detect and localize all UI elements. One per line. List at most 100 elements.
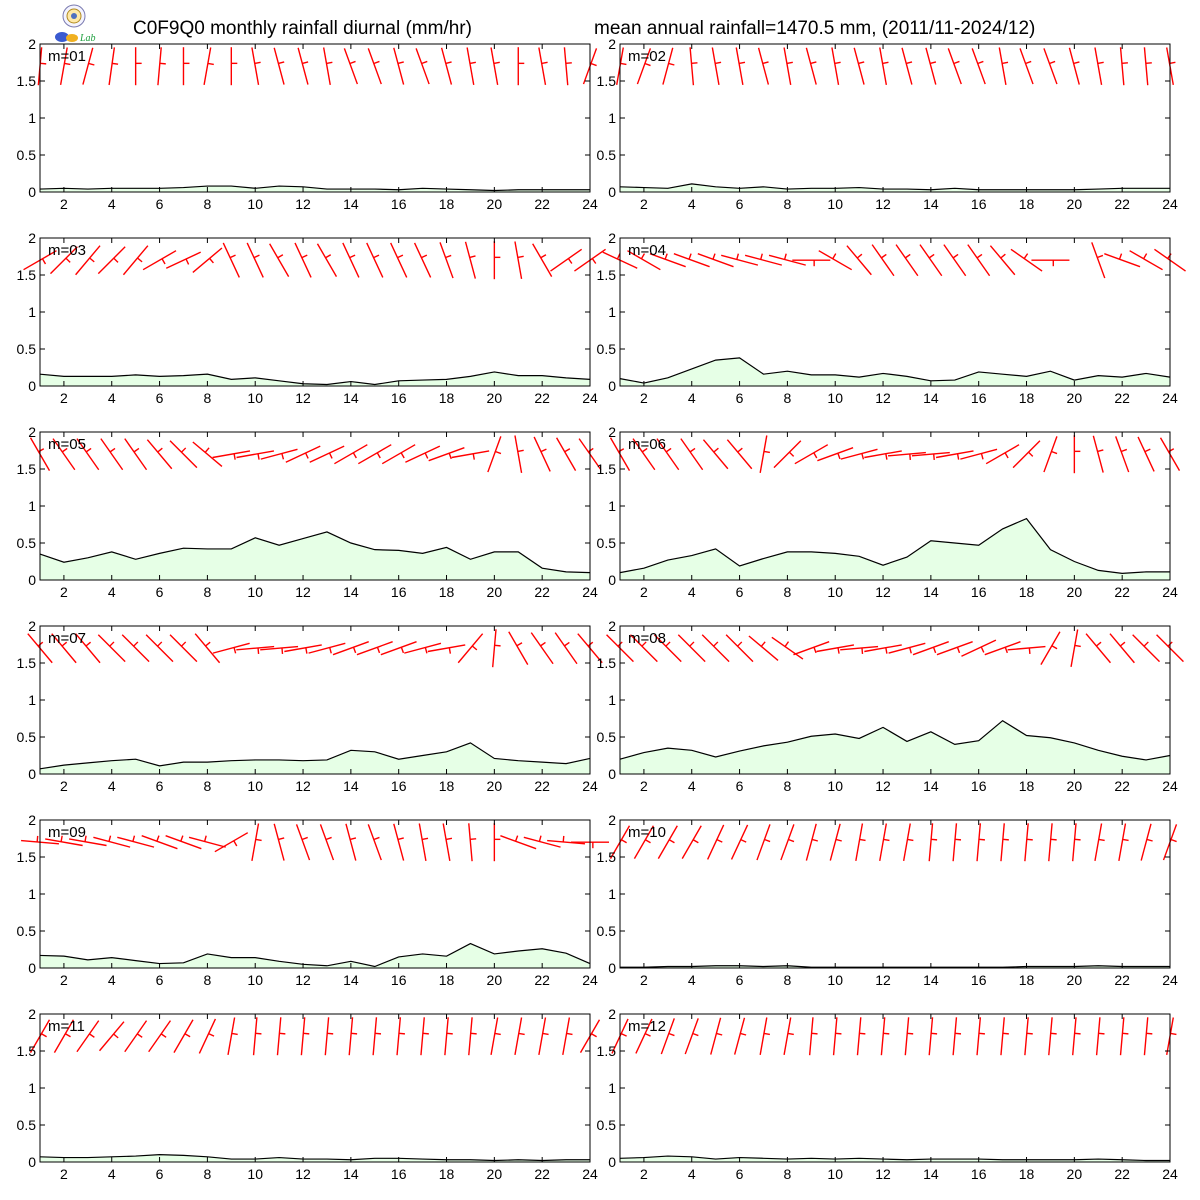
x-tick-label: 2 [60,972,68,988]
wind-barb-flag [978,838,985,841]
wind-barb-flag [837,452,841,460]
wind-barb-shaft [1048,1017,1053,1056]
wind-barb-shaft [212,450,251,459]
plot-frame [39,1013,591,1163]
wind-barb-flag [712,253,716,260]
wind-barb-shaft [632,438,656,471]
wind-barb-shaft [415,48,430,85]
wind-barb-shaft [464,241,477,279]
wind-barb [1166,1017,1177,1056]
wind-barb-shaft [1019,48,1034,85]
y-tick-label: 2 [28,36,36,52]
wind-barb [169,634,198,663]
wind-barb-shaft [1115,436,1130,473]
x-tick-label: 24 [1162,584,1178,600]
wind-barb-shaft [393,47,405,85]
wind-barb [748,635,779,661]
wind-barb-shaft [273,47,285,85]
wind-barb-flag [89,257,95,263]
wind-barb-flag [564,448,571,453]
x-tick-label: 4 [108,778,116,794]
wind-barb-flag [762,61,769,65]
wind-barb [855,823,866,862]
wind-barb-shaft [1140,823,1152,861]
wind-barb-flag [788,451,795,457]
wind-barb-flag [933,453,935,460]
wind-barb-flag [397,61,404,65]
wind-barb-flag [618,448,625,453]
y-tick-label: 1.5 [597,655,617,671]
wind-barb-shaft [285,445,321,463]
wind-barb-flag [738,61,746,65]
wind-barb-shaft [757,47,770,85]
wind-barb [702,439,729,470]
x-tick-label: 6 [736,778,744,794]
rain-area [40,531,590,580]
x-tick-label: 18 [1019,196,1035,212]
wind-barb-shaft [656,438,680,471]
wind-barb-flag [716,1032,723,1036]
x-tick-label: 4 [108,196,116,212]
wind-barb-shaft [236,450,275,459]
wind-barb [122,245,149,276]
wind-barb [252,1017,262,1056]
wind-barb-flag [400,646,405,654]
wind-barb-shaft [733,1017,746,1055]
wind-barb-shaft [952,823,958,862]
y-tick-label: 0.5 [597,923,617,939]
wind-barb [1000,823,1009,862]
wind-barb-flag [132,835,136,842]
wind-barb-flag [1028,451,1034,457]
wind-barb-flag [203,835,207,842]
x-tick-label: 12 [875,778,891,794]
x-tick-label: 24 [582,778,598,794]
wind-barb [952,823,962,862]
wind-barb [451,450,490,460]
wind-barb-flag [448,647,452,654]
wind-barb-shaft [173,1019,194,1054]
wind-barb-shaft [251,823,260,862]
wind-barb-shaft [706,824,725,860]
wind-barb-flag [517,255,524,259]
wind-barb-shaft [928,1017,934,1056]
x-tick-label: 10 [827,778,843,794]
wind-barb [490,1017,501,1056]
wind-barb-shaft [273,823,285,861]
wind-barb-shaft [294,242,312,278]
wind-barb [393,823,405,861]
x-tick-label: 10 [827,972,843,988]
wind-barb-shaft [911,451,950,457]
y-tick-label: 0 [608,1154,616,1170]
wind-barb [418,823,429,862]
y-tick-label: 1.5 [597,1043,617,1059]
y-tick-label: 0 [28,766,36,782]
panel-m=02: 00.511.522 4 6 8 10 12 14 16 18 20 22 24m=02 [597,36,1178,212]
wind-barb-flag [89,1033,95,1038]
wind-barb [961,639,997,657]
wind-barb-flag [303,1032,310,1035]
wind-barb-flag [279,1032,286,1035]
wind-barb-flag [1073,61,1080,65]
x-tick-label: 14 [343,584,359,600]
wind-barb-flag [424,647,428,654]
panel-label: m=02 [628,48,666,65]
x-tick-label: 22 [1114,584,1130,600]
y-tick-label: 1 [608,1080,616,1096]
wind-barb-flag [787,1032,794,1036]
y-tick-label: 0 [608,960,616,976]
wind-barb [794,444,829,465]
wind-barb-shaft [165,251,201,269]
wind-barb-shaft [533,436,551,472]
x-tick-label: 12 [295,778,311,794]
x-tick-label: 14 [923,1166,939,1182]
wind-barb [805,823,819,861]
x-tick-label: 8 [783,972,791,988]
wind-barb [710,1017,723,1055]
wind-barb [490,47,500,86]
wind-barb [967,244,991,277]
wind-barb [831,47,841,86]
x-tick-label: 22 [1114,1166,1130,1182]
y-tick-label: 1 [608,498,616,514]
wind-barb-shaft [748,635,779,661]
y-tick-label: 2 [608,618,616,634]
